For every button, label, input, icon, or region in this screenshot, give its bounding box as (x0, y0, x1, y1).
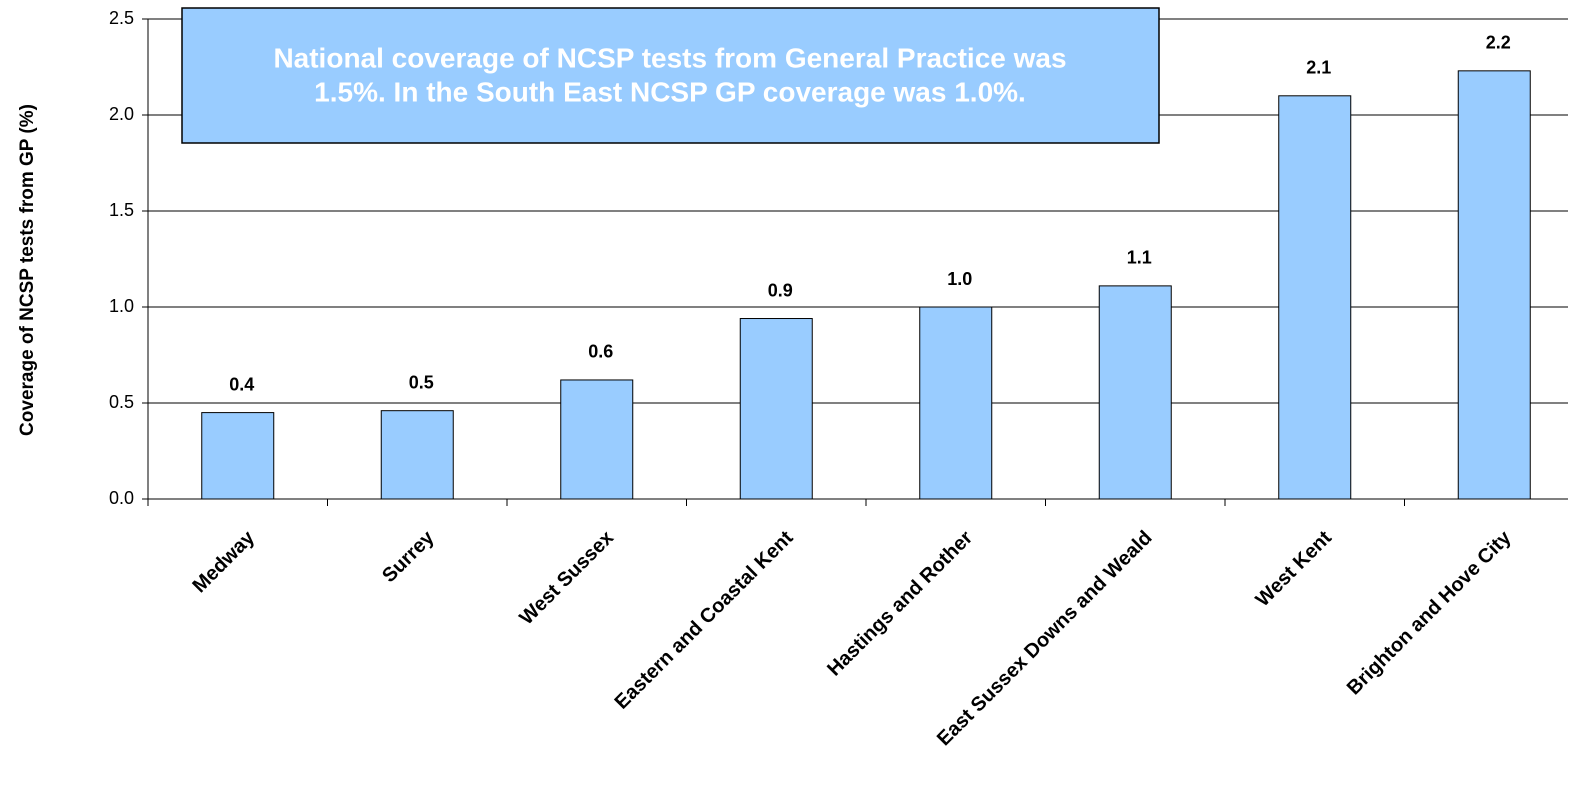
value-label: 2.2 (1486, 33, 1511, 53)
bar (380, 410, 454, 500)
x-tick-label: Hastings and Rother (823, 527, 977, 681)
y-tick-label: 2.5 (109, 8, 134, 28)
y-tick-label: 1.0 (109, 296, 134, 316)
x-tick-label: East Sussex Downs and Weald (933, 527, 1157, 751)
value-label: 0.9 (768, 280, 793, 300)
bar (201, 412, 275, 500)
y-tick-label: 2.0 (109, 104, 134, 124)
value-label: 0.5 (409, 372, 434, 392)
x-tick-label: West Sussex (515, 527, 618, 630)
annotation-text: National coverage of NCSP tests from Gen… (273, 42, 1066, 73)
y-tick-label: 1.5 (109, 200, 134, 220)
bar (1457, 70, 1531, 500)
bar (1278, 95, 1352, 500)
bar (739, 318, 813, 500)
value-label: 2.1 (1306, 58, 1331, 78)
bar (919, 306, 993, 500)
y-tick-label: 0.0 (109, 488, 134, 508)
annotation-text: 1.5%. In the South East NCSP GP coverage… (314, 76, 1026, 107)
bar (560, 379, 634, 500)
y-axis-label: Coverage of NCSP tests from GP (%) (17, 104, 38, 436)
value-label: 1.0 (947, 269, 972, 289)
x-tick-label: Medway (188, 526, 259, 597)
bar (1098, 285, 1172, 500)
x-tick-label: Brighton and Hove City (1343, 526, 1516, 699)
annotation-box (181, 7, 1160, 144)
value-label: 0.4 (229, 374, 254, 394)
value-label: 0.6 (588, 342, 613, 362)
x-tick-label: West Kent (1252, 526, 1337, 611)
value-label: 1.1 (1127, 248, 1152, 268)
y-tick-label: 0.5 (109, 392, 134, 412)
x-tick-label: Eastern and Coastal Kent (611, 526, 798, 713)
x-tick-label: Surrey (378, 526, 439, 587)
